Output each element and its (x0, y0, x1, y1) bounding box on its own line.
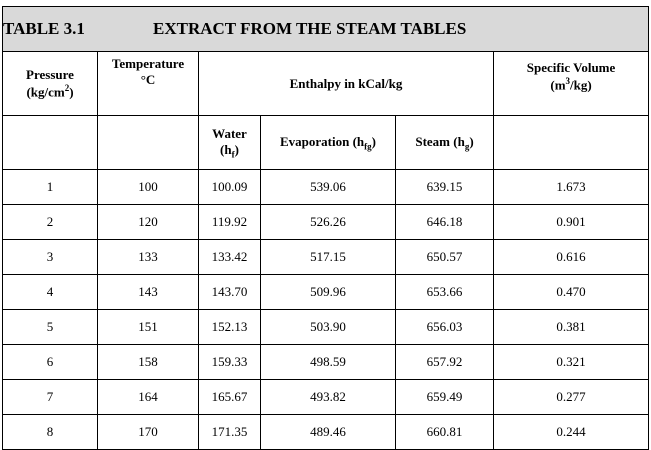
header-text: Steam (h (415, 133, 465, 149)
data-cell: 1.673 (492, 169, 650, 205)
data-cell: 171.35 (198, 414, 261, 450)
data-cell: 517.15 (260, 239, 396, 275)
data-cell: 509.96 (260, 274, 396, 310)
table-number: TABLE 3.1 (3, 19, 85, 38)
data-cell: 119.92 (198, 204, 261, 240)
data-cell: 159.33 (198, 344, 261, 380)
data-cell: 143.70 (198, 274, 261, 310)
header-text: (kg/cm (26, 84, 65, 100)
subheader-row: Water (hf) Evaporation (hfg) Steam (hg) (2, 115, 650, 170)
title-cell: TABLE 3.1 EXTRACT FROM THE STEAM TABLES (1, 6, 650, 52)
data-cell: 0.277 (492, 379, 650, 415)
data-cell: 503.90 (260, 309, 396, 345)
data-row: 8 170 171.35 489.46 660.81 0.244 (2, 414, 650, 450)
data-cell: 4 (2, 274, 98, 310)
data-row: 4 143 143.70 509.96 653.66 0.470 (2, 274, 650, 310)
data-cell: 100 (97, 169, 199, 205)
header-text: ) (234, 141, 239, 157)
data-cell: 660.81 (395, 414, 494, 450)
data-cell: 143 (97, 274, 199, 310)
header-text: Water (212, 125, 247, 141)
data-row: 6 158 159.33 498.59 657.92 0.321 (2, 344, 650, 380)
data-row: 3 133 133.42 517.15 650.57 0.616 (2, 239, 650, 275)
header-sub: f (231, 149, 235, 160)
data-cell: 8 (2, 414, 98, 450)
header-text: Evaporation (h (280, 133, 365, 149)
header-text: ) (371, 133, 376, 149)
empty-cell (492, 115, 650, 170)
data-cell: 152.13 (198, 309, 261, 345)
data-cell: 120 (97, 204, 199, 240)
data-cell: 133 (97, 239, 199, 275)
data-cell: 6 (2, 344, 98, 380)
header-cell: Water (hf) (198, 115, 261, 170)
header-text: (m (550, 77, 566, 93)
data-cell: 0.244 (492, 414, 650, 450)
header-text: ) (469, 133, 474, 149)
data-cell: 165.67 (198, 379, 261, 415)
table-title: EXTRACT FROM THE STEAM TABLES (153, 19, 467, 38)
data-cell: 151 (97, 309, 199, 345)
header-sup: 3 (565, 76, 571, 86)
data-cell: 170 (97, 414, 199, 450)
header-row: Pressure (kg/cm2) Temperature °C Enthalpy … (2, 51, 650, 116)
data-cell: 0.381 (492, 309, 650, 345)
header-sup: 2 (64, 82, 70, 93)
header-text: /kg) (570, 77, 592, 93)
data-cell: 639.15 (395, 169, 494, 205)
data-row: 2 120 119.92 526.26 646.18 0.901 (2, 204, 650, 240)
data-cell: 646.18 (395, 204, 494, 240)
data-row: 5 151 152.13 503.90 656.03 0.381 (2, 309, 650, 345)
header-text: Specific Volume (526, 60, 616, 75)
header-cell: Evaporation (hfg) (260, 115, 396, 170)
header-cell: Specific Volume (m3/kg) (492, 51, 650, 116)
data-cell: 0.470 (492, 274, 650, 310)
header-sub: fg (364, 141, 372, 152)
empty-cell (97, 115, 199, 170)
header-text: Temperature (111, 56, 185, 71)
header-cell: Enthalpy in kCal/kg (198, 51, 494, 116)
empty-cell (2, 115, 98, 170)
title-row: TABLE 3.1 EXTRACT FROM THE STEAM TABLES (1, 6, 650, 52)
header-sub: g (464, 141, 470, 152)
data-row: 1 100 100.09 539.06 639.15 1.673 (2, 169, 650, 205)
data-cell: 7 (2, 379, 98, 415)
data-cell: 493.82 (260, 379, 396, 415)
data-cell: 0.616 (492, 239, 650, 275)
data-cell: 3 (2, 239, 98, 275)
header-text: (h (220, 141, 232, 157)
data-cell: 158 (97, 344, 199, 380)
table-body: 1 100 100.09 539.06 639.15 1.673 2 120 119.92 526… (2, 169, 650, 450)
data-cell: 1 (2, 169, 98, 205)
data-cell: 489.46 (260, 414, 396, 450)
steam-table: TABLE 3.1 EXTRACT FROM THE STEAM TABLES P… (1, 6, 650, 450)
header-text: °C (140, 72, 156, 87)
data-cell: 0.901 (492, 204, 650, 240)
header-text: Pressure (26, 66, 74, 82)
data-cell: 653.66 (395, 274, 494, 310)
data-cell: 656.03 (395, 309, 494, 345)
data-cell: 0.321 (492, 344, 650, 380)
data-cell: 657.92 (395, 344, 494, 380)
data-cell: 498.59 (260, 344, 396, 380)
data-cell: 100.09 (198, 169, 261, 205)
header-cell: Pressure (kg/cm2) (2, 51, 98, 116)
header-cell: Steam (hg) (395, 115, 494, 170)
data-cell: 164 (97, 379, 199, 415)
data-cell: 539.06 (260, 169, 396, 205)
header-cell: Temperature °C (97, 51, 199, 116)
data-cell: 2 (2, 204, 98, 240)
data-cell: 133.42 (198, 239, 261, 275)
data-cell: 659.49 (395, 379, 494, 415)
header-text: ) (69, 84, 74, 100)
data-cell: 650.57 (395, 239, 494, 275)
data-cell: 526.26 (260, 204, 396, 240)
data-cell: 5 (2, 309, 98, 345)
data-row: 7 164 165.67 493.82 659.49 0.277 (2, 379, 650, 415)
